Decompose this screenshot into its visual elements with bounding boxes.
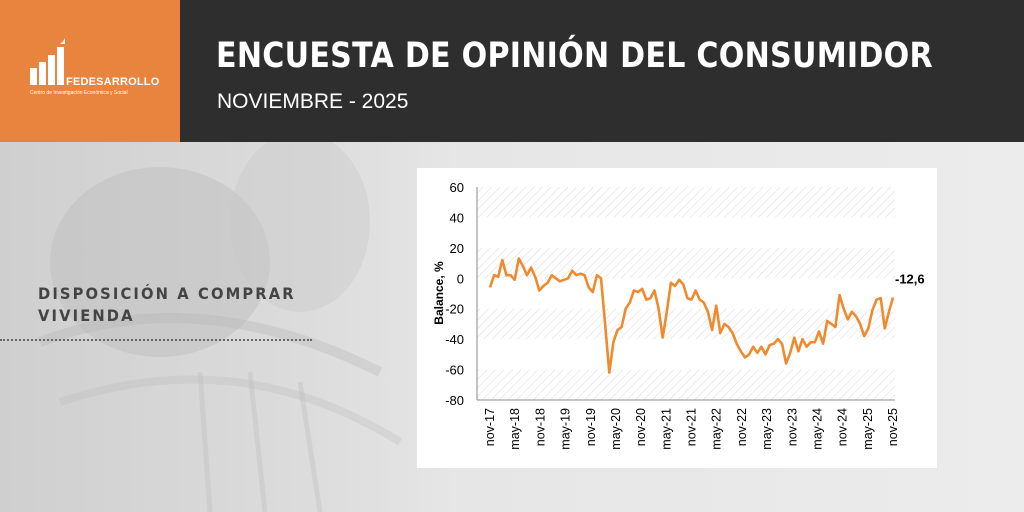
x-tick-label: may-18 — [508, 408, 522, 450]
indicator-label-line1: DISPOSICIÓN A COMPRAR — [38, 284, 296, 303]
x-tick-labels: nov-17 may-18 nov-18 may-19 nov-19 may-20 nov-… — [483, 408, 900, 450]
x-tick-label: nov-20 — [634, 408, 648, 446]
line-chart: 60 40 20 0 -20 -40 -60 -80 nov-17 may-18 nov-18 ma… — [432, 180, 925, 450]
logo-panel: FEDESARROLLO Centro de Investigación Eco… — [0, 0, 180, 142]
chart-band — [477, 187, 895, 218]
y-tick-labels: 60 40 20 0 -20 -40 -60 -80 — [445, 180, 464, 408]
indicator-label: DISPOSICIÓN A COMPRAR VIVIENDA — [38, 283, 296, 327]
y-tick-label: -20 — [445, 302, 464, 317]
y-tick-label: -80 — [445, 393, 464, 408]
logo-icon — [30, 38, 65, 85]
y-tick-label: 20 — [450, 241, 464, 256]
header-bar: FEDESARROLLO Centro de Investigación Eco… — [0, 0, 1024, 142]
x-tick-label: nov-25 — [886, 408, 900, 446]
x-tick-label: may-21 — [659, 408, 673, 450]
last-value-label: -12,6 — [895, 271, 925, 286]
y-tick-label: 60 — [450, 180, 464, 195]
chart-band — [477, 369, 895, 400]
dotted-divider — [0, 339, 312, 341]
chart-card: 60 40 20 0 -20 -40 -60 -80 nov-17 may-18 nov-18 ma… — [417, 168, 937, 468]
logo-subtitle: Centro de Investigación Económica y Soci… — [30, 90, 128, 96]
x-tick-label: nov-17 — [483, 408, 497, 446]
x-tick-label: may-24 — [810, 408, 824, 450]
logo-name: FEDESARROLLO — [66, 76, 160, 88]
x-tick-label: may-20 — [609, 408, 623, 450]
x-tick-label: nov-21 — [685, 408, 699, 446]
y-tick-label: 0 — [457, 271, 464, 286]
y-tick-label: -40 — [445, 332, 464, 347]
page-subtitle: NOVIEMBRE - 2025 — [217, 90, 409, 113]
chart-bands — [477, 187, 895, 400]
x-tick-label: nov-22 — [735, 408, 749, 446]
page-title: ENCUESTA DE OPINIÓN DEL CONSUMIDOR — [216, 36, 933, 76]
indicator-label-line2: VIVIENDA — [38, 306, 135, 325]
x-tick-label: may-23 — [760, 408, 774, 450]
background-shapes — [38, 142, 403, 512]
y-axis-title: Balance, % — [432, 261, 446, 325]
x-tick-label: nov-18 — [533, 408, 547, 446]
x-tick-label: nov-19 — [584, 408, 598, 446]
y-tick-label: -60 — [445, 363, 464, 378]
y-tick-label: 40 — [450, 210, 464, 225]
x-tick-label: may-22 — [710, 408, 724, 450]
x-tick-label: nov-24 — [836, 408, 850, 446]
x-tick-label: nov-23 — [785, 408, 799, 446]
chart-band — [477, 247, 895, 279]
x-tick-label: may-25 — [861, 408, 875, 450]
x-tick-label: may-19 — [559, 408, 573, 450]
series-line — [488, 257, 895, 374]
